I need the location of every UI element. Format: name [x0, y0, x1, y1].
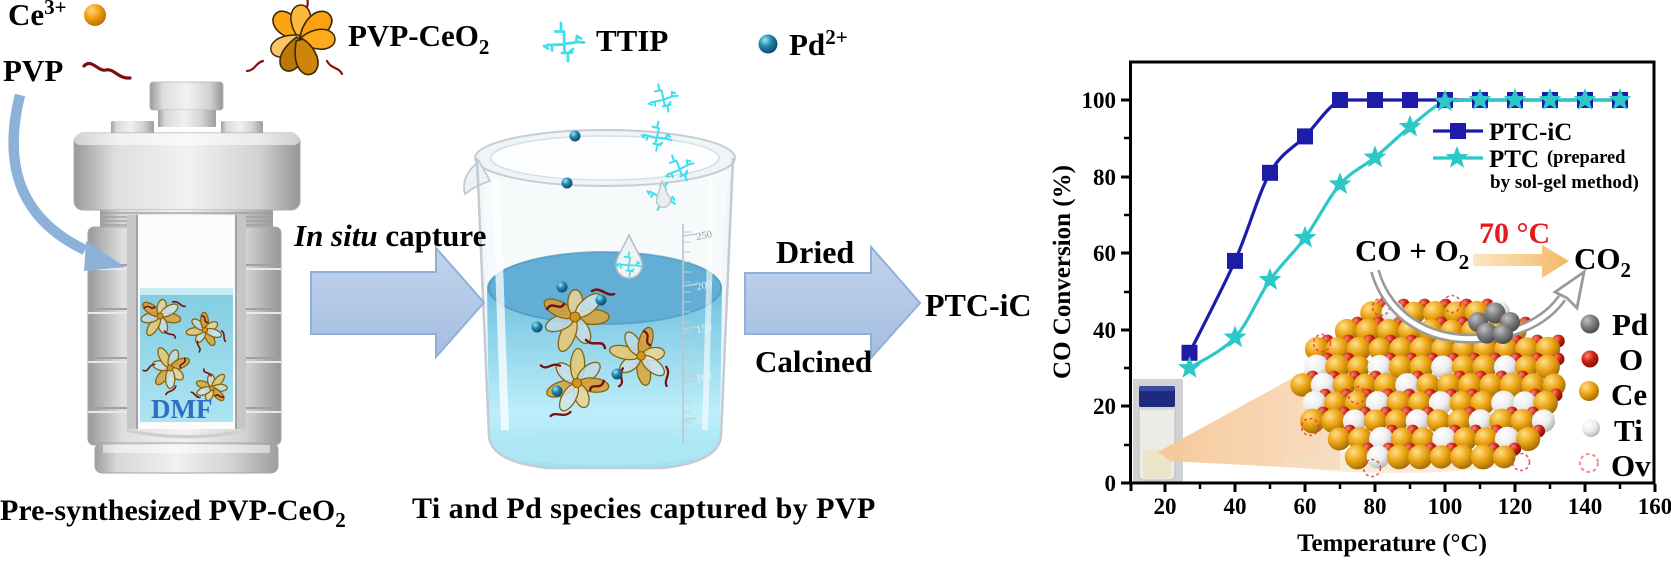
svg-text:100: 100	[695, 371, 713, 385]
svg-text:100: 100	[1082, 88, 1117, 113]
svg-text:by sol-gel method): by sol-gel method)	[1490, 172, 1639, 193]
svg-text:O: O	[1619, 342, 1643, 377]
svg-text:Dried: Dried	[776, 234, 854, 270]
svg-text:PTC-iC: PTC-iC	[925, 287, 1032, 323]
svg-text:TTIP: TTIP	[596, 23, 668, 58]
svg-text:PVP-CeO2: PVP-CeO2	[348, 18, 489, 59]
svg-text:140: 140	[1568, 494, 1603, 519]
svg-text:150: 150	[695, 322, 713, 336]
svg-text:60: 60	[1294, 494, 1317, 519]
svg-text:50: 50	[695, 414, 707, 427]
svg-text:In situ capture: In situ capture	[293, 218, 486, 253]
svg-text:PVP: PVP	[3, 53, 63, 88]
svg-text:160: 160	[1638, 494, 1671, 519]
svg-text:60: 60	[1093, 241, 1116, 266]
svg-text:120: 120	[1498, 494, 1533, 519]
svg-text:Ti and Pd species captured by: Ti and Pd species captured by PVP	[412, 492, 876, 525]
svg-text:0: 0	[1105, 471, 1117, 496]
svg-text:PTC: PTC	[1489, 146, 1539, 173]
svg-text:40: 40	[1093, 318, 1116, 343]
svg-text:250: 250	[695, 229, 713, 243]
svg-text:20: 20	[1154, 494, 1177, 519]
svg-text:20: 20	[1093, 394, 1116, 419]
svg-text:Ov: Ov	[1611, 448, 1651, 483]
svg-text:CO Conversion (%): CO Conversion (%)	[1049, 165, 1076, 379]
svg-text:Ce: Ce	[1611, 377, 1647, 412]
svg-text:Pd: Pd	[1612, 307, 1648, 342]
svg-text:DMF: DMF	[151, 394, 212, 424]
svg-text:(prepared: (prepared	[1547, 148, 1626, 168]
svg-text:70 °C: 70 °C	[1479, 217, 1550, 250]
svg-text:PTC-iC: PTC-iC	[1489, 119, 1572, 146]
svg-text:Pre-synthesized PVP-CeO2: Pre-synthesized PVP-CeO2	[0, 494, 346, 532]
svg-text:Ti: Ti	[1614, 413, 1643, 448]
svg-text:80: 80	[1364, 494, 1387, 519]
svg-text:CO + O2: CO + O2	[1355, 233, 1469, 274]
svg-text:40: 40	[1224, 494, 1247, 519]
svg-text:Temperature (°C): Temperature (°C)	[1297, 530, 1487, 557]
svg-text:Calcined: Calcined	[755, 344, 872, 379]
svg-text:200: 200	[695, 279, 713, 293]
svg-text:80: 80	[1093, 165, 1116, 190]
svg-text:100: 100	[1428, 494, 1463, 519]
